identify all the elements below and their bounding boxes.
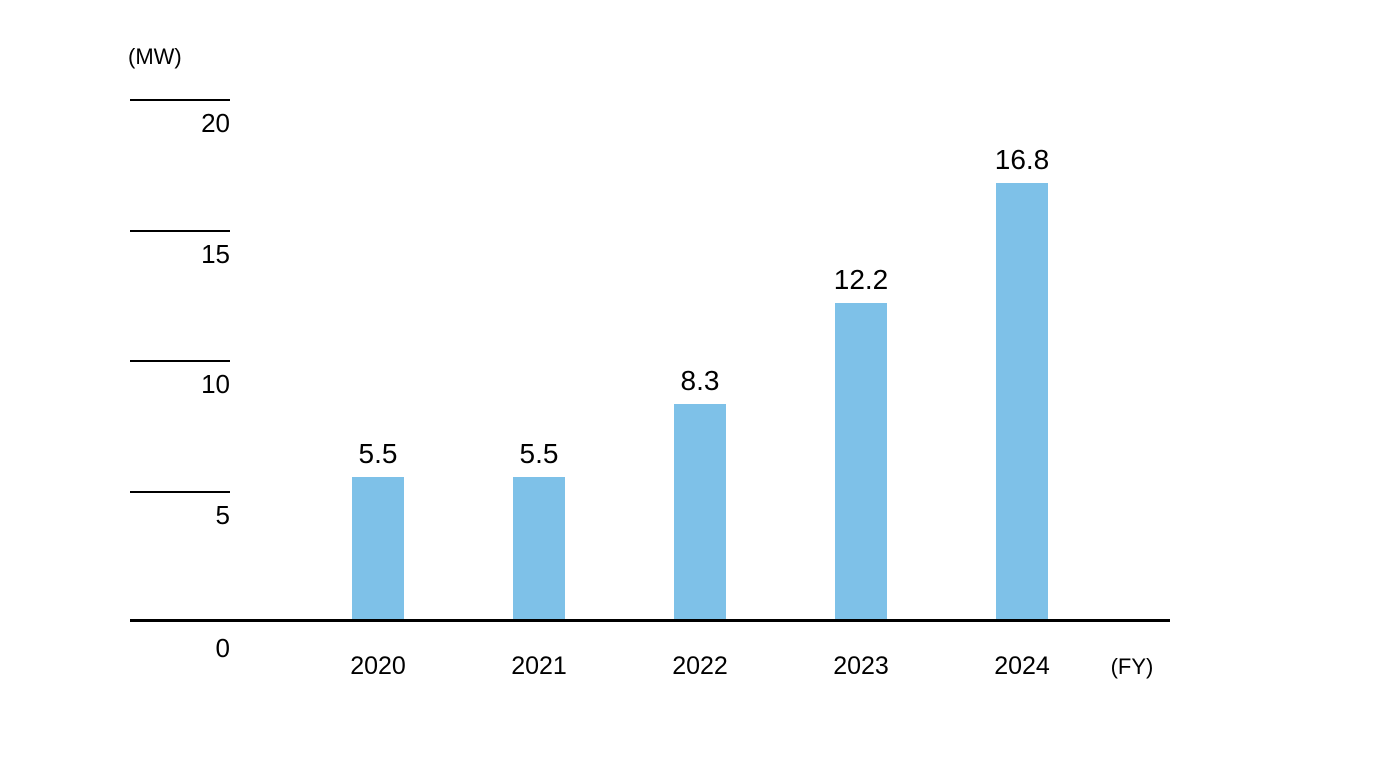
y-tick-line-5 — [130, 491, 230, 493]
y-tick-line-15 — [130, 230, 230, 232]
bar-2021 — [513, 477, 565, 621]
y-tick-label-20: 20 — [201, 108, 230, 138]
bar-2022 — [674, 404, 726, 621]
x-axis-label-2020: 2020 — [350, 652, 406, 680]
y-tick-label-0: 0 — [215, 633, 230, 663]
bar-value-label-2024: 16.8 — [994, 144, 1050, 175]
x-axis-label-2024: 2024 — [994, 652, 1050, 680]
bar-2024 — [996, 183, 1048, 621]
y-tick-label-5: 5 — [215, 500, 230, 530]
y-axis-unit-label: (MW) — [128, 44, 182, 69]
x-axis-label-2023: 2023 — [833, 652, 889, 680]
x-axis-unit-label: (FY) — [1110, 654, 1154, 679]
y-tick-label-10: 10 — [201, 369, 230, 399]
y-tick-line-20 — [130, 99, 230, 101]
bar-value-label-2023: 12.2 — [833, 264, 889, 295]
bar-value-label-2020: 5.5 — [358, 438, 398, 469]
y-tick-line-10 — [130, 360, 230, 362]
bar-value-label-2021: 5.5 — [519, 438, 559, 469]
bar-2023 — [835, 303, 887, 621]
x-axis-label-2021: 2021 — [511, 652, 567, 680]
x-axis-label-2022: 2022 — [672, 652, 728, 680]
bar-value-label-2022: 8.3 — [680, 365, 720, 396]
bar-2020 — [352, 477, 404, 621]
x-axis-line — [130, 619, 1170, 622]
y-tick-label-15: 15 — [201, 239, 230, 269]
